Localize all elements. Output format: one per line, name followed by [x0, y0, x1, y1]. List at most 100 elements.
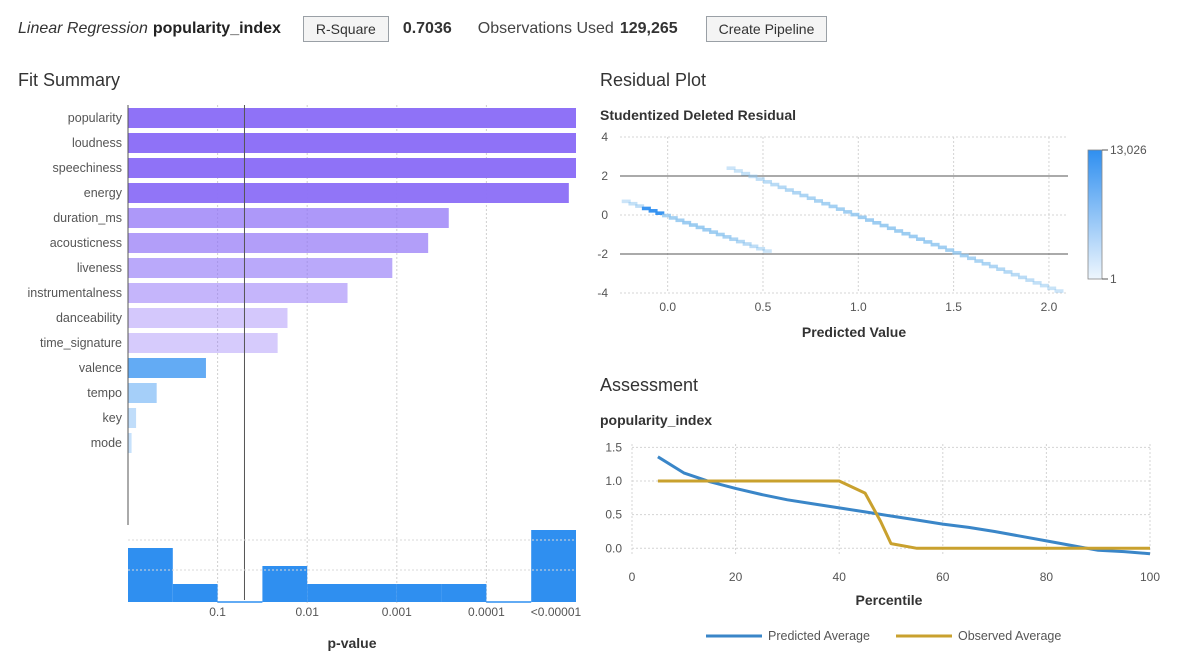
heatmap-cell — [996, 267, 1006, 272]
heatmap-cell — [755, 177, 765, 181]
heatmap-cell — [748, 174, 758, 179]
histogram-bin — [352, 584, 397, 602]
heatmap-cell — [814, 199, 824, 203]
heatmap-cell — [709, 230, 719, 234]
residual-plot-subtitle: Studentized Deleted Residual — [600, 107, 797, 123]
heatmap-cell — [952, 251, 962, 255]
assessment-title: Assessment — [600, 375, 699, 395]
target-variable: popularity_index — [152, 20, 281, 37]
bar-acousticness — [128, 233, 429, 253]
bar-duration_ms — [128, 208, 449, 228]
legend-label: Predicted Average — [768, 629, 870, 643]
heatmap-cell — [967, 256, 977, 261]
heatmap-cell — [735, 239, 745, 244]
bar-energy — [128, 183, 569, 203]
bar-label-loudness: loudness — [72, 136, 122, 150]
heatmap-cell — [763, 180, 773, 184]
series-line-predicted-average — [657, 455, 1151, 556]
bar-label-acousticness: acousticness — [50, 236, 122, 250]
heatmap-cell — [648, 209, 658, 213]
histogram-bin — [531, 530, 576, 602]
heatmap-cell — [857, 215, 867, 220]
bar-key — [128, 408, 137, 428]
bar-label-time_signature: time_signature — [40, 336, 122, 350]
bar-valence — [128, 358, 206, 378]
heatmap-cell — [1010, 272, 1020, 277]
y-tick-label: 1.0 — [605, 474, 622, 488]
heatmap-cell — [879, 223, 889, 228]
heatmap-cell — [655, 211, 665, 215]
observations-value: 129,265 — [619, 20, 678, 37]
histogram-bin — [441, 584, 487, 602]
heatmap-cell — [923, 240, 933, 244]
histogram-bin — [396, 584, 442, 602]
bar-label-valence: valence — [79, 361, 122, 375]
heatmap-cell — [749, 244, 759, 249]
x-tick-label: 100 — [1140, 570, 1160, 584]
heatmap-cell — [635, 204, 645, 208]
y-tick-label: -2 — [597, 247, 608, 261]
x-tick-label: 1.5 — [945, 300, 962, 314]
heatmap-cell — [668, 216, 678, 220]
x-tick-label: 0 — [629, 570, 636, 584]
y-tick-label: 1.5 — [605, 440, 622, 454]
heatmap-cell — [835, 207, 845, 211]
heatmap-cell — [865, 218, 875, 222]
bar-label-popularity: popularity — [68, 111, 123, 125]
x-tick-label: 0.0001 — [468, 605, 505, 619]
bar-liveness — [128, 258, 393, 278]
heatmap-cell — [1018, 275, 1028, 280]
heatmap-cell — [792, 190, 802, 195]
x-tick-label: 60 — [936, 570, 950, 584]
heatmap-cell — [850, 212, 860, 217]
heatmap-cell — [770, 182, 780, 187]
heatmap-cell — [1039, 283, 1049, 288]
observations-label: Observations Used — [477, 20, 614, 37]
heatmap-cell — [729, 237, 739, 242]
x-axis-title: Percentile — [856, 592, 923, 608]
heatmap-cell — [621, 199, 631, 204]
bar-label-liveness: liveness — [77, 261, 122, 275]
y-tick-label: 0.5 — [605, 508, 622, 522]
assessment-chart: 1.5 1.0 0.5 0.0 0 20 40 60 80 100 Percentile Predic… — [605, 440, 1160, 643]
heatmap-cell — [1025, 278, 1035, 282]
heatmap-cell — [937, 245, 947, 250]
legend-label: Observed Average — [958, 629, 1061, 643]
x-tick-label: 80 — [1040, 570, 1054, 584]
heatmap-cell — [777, 185, 787, 190]
bar-mode — [128, 433, 132, 453]
create-pipeline-button[interactable]: Create Pipeline — [705, 16, 828, 42]
bar-label-speechiness: speechiness — [53, 161, 123, 175]
model-type: Linear Regression — [18, 20, 148, 37]
bar-label-tempo: tempo — [87, 386, 122, 400]
heatmap-cell — [762, 249, 772, 253]
heatmap-cell — [806, 196, 816, 201]
heatmap-cell — [1054, 289, 1064, 293]
heatmap-cell — [1032, 281, 1042, 285]
heatmap-cell — [641, 206, 651, 211]
heatmap-cell — [702, 227, 712, 232]
bar-instrumentalness — [128, 283, 348, 303]
bar-time_signature — [128, 333, 278, 353]
x-tick-label: <0.00001 — [531, 605, 582, 619]
heatmap-cell — [662, 213, 672, 218]
statistic-select-button[interactable]: R-Square — [302, 16, 389, 42]
histogram-bin — [172, 584, 218, 602]
statistic-value: 0.7036 — [402, 20, 452, 37]
bar-label-energy: energy — [84, 186, 123, 200]
heatmap-cell — [828, 204, 838, 209]
heatmap-cell — [988, 264, 998, 269]
heatmap-cell — [894, 229, 904, 233]
bar-danceability — [128, 308, 288, 328]
assessment-subtitle: popularity_index — [600, 412, 713, 428]
histogram-bin — [128, 548, 173, 602]
heatmap-cell — [908, 234, 918, 239]
heatmap-cell — [799, 193, 809, 198]
heatmap-cell — [628, 201, 638, 206]
heatmap-cell — [675, 218, 685, 223]
x-tick-label: 0.5 — [755, 300, 772, 314]
heatmap-cell — [821, 201, 831, 206]
x-tick-label: 0.01 — [296, 605, 320, 619]
heatmap-cell — [741, 171, 751, 176]
heatmap-cell — [715, 232, 725, 237]
